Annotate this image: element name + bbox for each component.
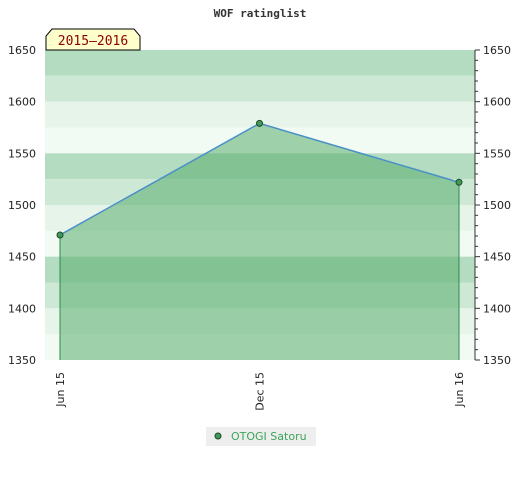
x-tick-label: Jun 15 xyxy=(54,372,67,408)
y-tick-label-left: 1400 xyxy=(8,302,36,315)
data-point xyxy=(56,231,64,239)
x-tick-label: Jun 16 xyxy=(453,372,466,408)
left-y-axis: 1350 1400 1450 1500 1550 1600 1650 xyxy=(8,44,36,367)
y-tick-label-left: 1450 xyxy=(8,251,36,264)
series-area xyxy=(60,123,459,360)
grid-band xyxy=(45,50,475,76)
series-markers xyxy=(56,119,463,239)
y-tick-label-left: 1500 xyxy=(8,199,36,212)
drop-lines xyxy=(59,182,460,360)
series-area-fill xyxy=(60,123,459,360)
legend-label: OTOGI Satoru xyxy=(231,430,307,443)
y-tick-label-left: 1550 xyxy=(8,147,36,160)
y-tick-label-right: 1600 xyxy=(483,96,511,109)
y-tick-label-left: 1650 xyxy=(8,44,36,57)
data-point xyxy=(256,119,263,127)
period-badge: 2015–2016 xyxy=(45,28,141,51)
x-tick-label: Dec 15 xyxy=(254,372,267,411)
x-axis: Jun 15 Dec 15 Jun 16 xyxy=(54,372,466,411)
y-tick-label-right: 1450 xyxy=(483,251,511,264)
y-tick-label-right: 1500 xyxy=(483,199,511,212)
y-tick-label-right: 1400 xyxy=(483,302,511,315)
period-badge-label: 2015–2016 xyxy=(58,34,128,49)
y-tick-label-left: 1350 xyxy=(8,354,36,367)
y-tick-label-right: 1350 xyxy=(483,354,511,367)
data-point xyxy=(455,178,463,186)
legend-marker xyxy=(214,432,222,440)
right-y-axis: 1350 1400 1450 1500 1550 1600 1650 xyxy=(474,44,511,367)
y-tick-label-left: 1600 xyxy=(8,96,36,109)
y-tick-label-right: 1650 xyxy=(483,44,511,57)
grid-band xyxy=(45,75,475,102)
y-tick-label-right: 1550 xyxy=(483,147,511,160)
legend[interactable]: OTOGI Satoru xyxy=(206,427,316,446)
chart-title: WOF ratinglist xyxy=(214,7,307,20)
